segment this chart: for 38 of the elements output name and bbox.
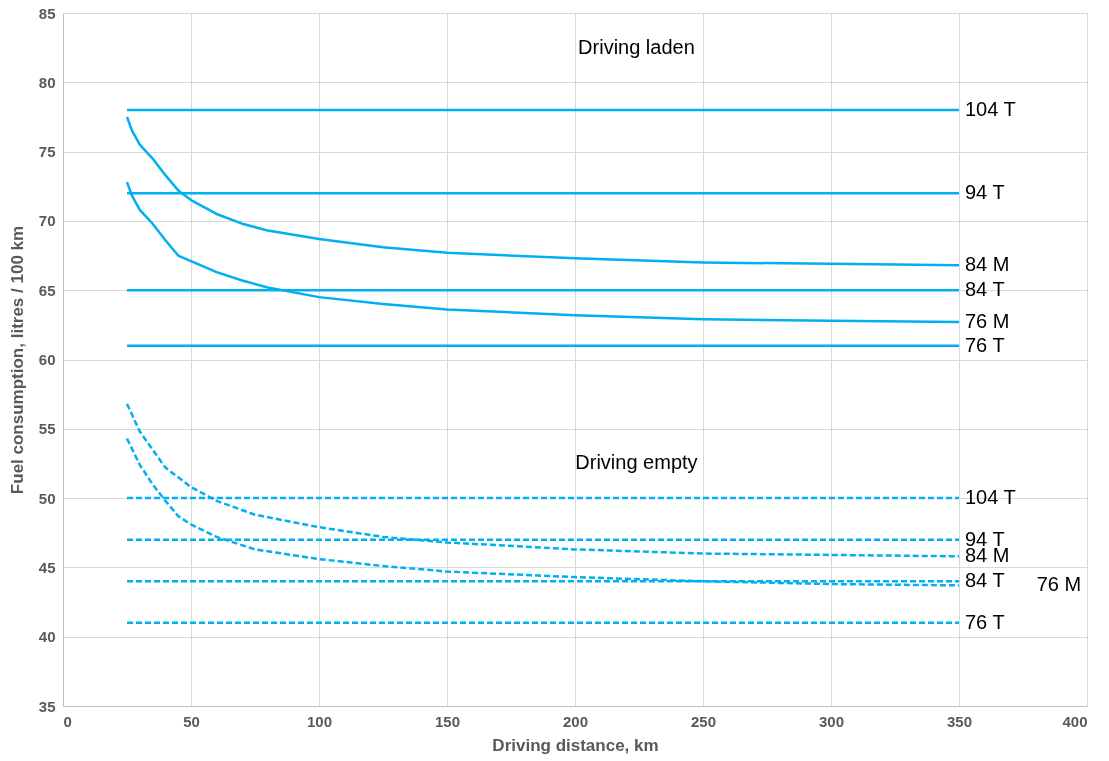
line-series bbox=[125, 402, 961, 558]
annotation: Driving laden bbox=[578, 35, 695, 58]
y-tick-label: 55 bbox=[38, 420, 56, 438]
series-label: 76 M bbox=[965, 310, 1010, 333]
x-tick-label: 250 bbox=[690, 712, 717, 730]
y-tick-label: 50 bbox=[38, 489, 56, 507]
text: 76 M bbox=[1036, 573, 1082, 596]
x-tick-label: 200 bbox=[562, 712, 589, 730]
y-tick-label: 85 bbox=[38, 4, 56, 22]
y-tick-label: 75 bbox=[38, 143, 56, 161]
y-axis-title: Fuel consumption, litres / 100 km bbox=[7, 225, 27, 495]
x-tick-label: 300 bbox=[818, 712, 845, 730]
line-series bbox=[125, 437, 961, 587]
line-series bbox=[125, 115, 961, 267]
line-series bbox=[125, 180, 961, 324]
y-tick-label: 60 bbox=[38, 351, 56, 368]
series-label: 84 T bbox=[965, 569, 1005, 592]
series-label: 76 T bbox=[965, 333, 1005, 356]
x-axis-title: Driving distance, km bbox=[492, 735, 659, 755]
y-tick-label: 45 bbox=[38, 558, 56, 576]
y-tick-label: 35 bbox=[38, 697, 56, 715]
x-tick-label: 0 bbox=[63, 712, 72, 730]
y-tick-label: 70 bbox=[38, 212, 56, 230]
series-label: 94 T bbox=[965, 181, 1005, 204]
series-label: 104 T bbox=[965, 98, 1016, 121]
x-tick-label: 50 bbox=[183, 712, 200, 730]
series-label: 84 M bbox=[965, 253, 1010, 276]
x-tick-label: 400 bbox=[1062, 712, 1088, 730]
y-tick-label: 40 bbox=[38, 628, 56, 646]
y-tick-label: 80 bbox=[38, 73, 56, 91]
x-tick-label: 100 bbox=[306, 712, 333, 730]
series-label: 104 T bbox=[965, 486, 1016, 509]
x-tick-label: 350 bbox=[946, 712, 973, 730]
y-tick-label: 65 bbox=[38, 281, 56, 299]
x-tick-label: 150 bbox=[434, 712, 461, 730]
series-label: 84 T bbox=[965, 278, 1005, 301]
annotation: Driving empty bbox=[575, 451, 698, 474]
series-label: 76 T bbox=[965, 610, 1005, 633]
